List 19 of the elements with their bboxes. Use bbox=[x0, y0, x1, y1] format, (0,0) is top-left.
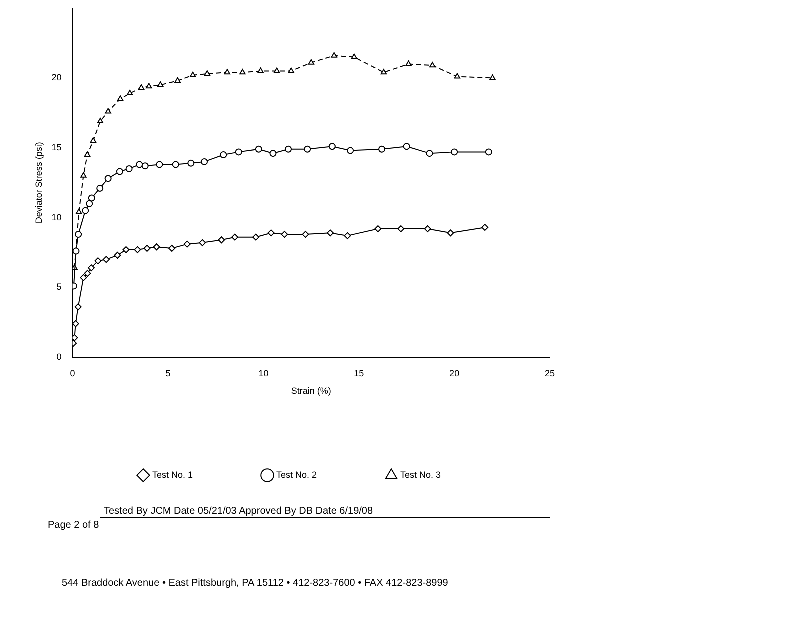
y-tick-label: 0 bbox=[56, 352, 62, 362]
x-tick-label: 10 bbox=[258, 368, 269, 378]
legend-label: Test No. 2 bbox=[276, 470, 318, 480]
y-tick-label: 20 bbox=[52, 72, 62, 83]
x-tick-label: 25 bbox=[544, 368, 556, 378]
x-tick-label: 5 bbox=[166, 368, 171, 378]
y-tick-label: 10 bbox=[52, 212, 62, 222]
text: 544 Braddock Avenue • East Pittsburgh, PA 15112 • 412-823-7600 • FAX 412-823-8999 bbox=[62, 578, 448, 589]
y-axis-title: Deviator Stress (psi) bbox=[34, 142, 44, 224]
x-tick-label: 20 bbox=[450, 368, 460, 378]
y-tick-label: 5 bbox=[56, 282, 62, 292]
text: Page 2 of 8 bbox=[48, 520, 100, 531]
text: Tested By JCM Date 05/21/03 Approved By DB Date 6/19/08 bbox=[100, 506, 550, 518]
x-tick-label: 15 bbox=[354, 368, 364, 378]
y-tick-label: 15 bbox=[52, 142, 62, 152]
legend-label: Test No. 3 bbox=[400, 470, 442, 480]
x-tick-label: 0 bbox=[70, 368, 76, 378]
legend-label: Test No. 1 bbox=[152, 470, 194, 480]
x-axis-title: Strain (%) bbox=[291, 386, 332, 396]
